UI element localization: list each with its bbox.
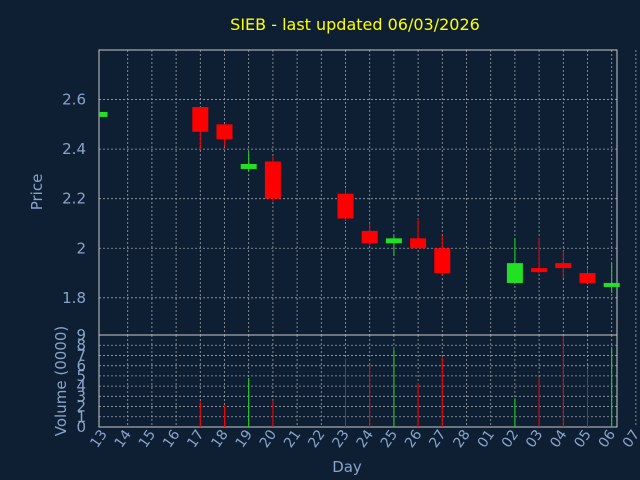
price-grid: [99, 50, 637, 335]
x-axis-label: Day: [332, 458, 362, 476]
volume-panel-frame: [98, 334, 618, 428]
x-tick-labels: 13 14 15 16 17 18 19 20 21 22 23 24 25 26 27 28 01 02 03 04…: [87, 427, 640, 451]
candle-body: [192, 107, 209, 132]
candle-body: [240, 164, 257, 169]
volume-tick-label: 4: [76, 377, 86, 395]
candle-body: [216, 124, 233, 140]
price-tick-labels: 1.8 2 2.2 2.4 2.6: [62, 91, 86, 307]
candle-body: [603, 282, 620, 287]
volume-tick-label: 1: [76, 408, 86, 426]
price-tick-label: 2.6: [62, 91, 86, 109]
candle-body: [99, 111, 108, 117]
volume-tick-label: 2: [76, 398, 86, 416]
volume-tick-label: 8: [76, 336, 86, 354]
candle-body: [555, 263, 572, 269]
candle-body: [361, 230, 378, 244]
candle-body: [385, 238, 402, 244]
volume-tick-label: 9: [76, 326, 86, 344]
volume-tick-label: 6: [76, 357, 86, 375]
candles: [99, 107, 620, 293]
candle-body: [410, 238, 427, 249]
candle-body: [337, 193, 354, 219]
candle-body: [506, 263, 523, 283]
volume-tick-label: 0: [76, 418, 86, 436]
candle-body: [579, 273, 596, 283]
volume-axis-label: Volume (0000): [52, 326, 70, 436]
volume-tick-label: 7: [76, 346, 86, 364]
candle-body: [264, 161, 281, 199]
volume-bars: [199, 336, 613, 427]
chart-title: SIEB - last updated 06/03/2026: [230, 15, 480, 34]
price-tick-label: 2.2: [62, 190, 86, 208]
price-tick-label: 2: [76, 239, 86, 257]
candle-body: [531, 268, 548, 273]
price-axis-label: Price: [28, 174, 46, 211]
x-tick-label: 07: [620, 427, 640, 451]
price-tick-label: 1.8: [62, 289, 86, 307]
price-tick-label: 2.4: [62, 140, 86, 158]
volume-tick-label: 3: [76, 387, 86, 405]
volume-tick-label: 5: [76, 367, 86, 385]
candle-body: [434, 248, 451, 274]
